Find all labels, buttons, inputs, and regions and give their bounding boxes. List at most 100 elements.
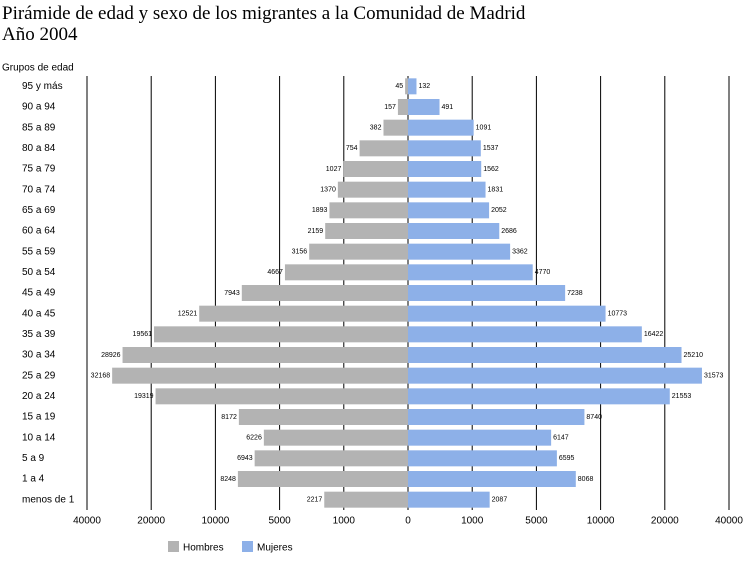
bar bbox=[324, 491, 408, 508]
bar bbox=[408, 471, 576, 487]
bar bbox=[325, 223, 408, 239]
value-label: 7238 bbox=[567, 290, 583, 297]
value-label: 1027 bbox=[326, 166, 342, 173]
value-label: 1831 bbox=[488, 187, 504, 194]
bar bbox=[254, 450, 408, 467]
value-label: 2052 bbox=[491, 207, 507, 214]
value-label: 1893 bbox=[312, 207, 328, 214]
bar bbox=[329, 202, 408, 219]
value-label: 1562 bbox=[483, 166, 499, 173]
y-tick-label: 90 a 94 bbox=[22, 102, 56, 113]
value-label: 6943 bbox=[237, 455, 253, 462]
y-tick-label: 55 a 59 bbox=[22, 246, 56, 257]
y-tick-label: 50 a 54 bbox=[22, 267, 56, 278]
bar bbox=[408, 223, 500, 239]
value-label: 45 bbox=[395, 83, 403, 90]
value-label: 382 bbox=[370, 125, 382, 132]
bar bbox=[343, 161, 408, 177]
value-label: 157 bbox=[384, 104, 396, 111]
bar bbox=[408, 243, 511, 260]
legend-swatch bbox=[168, 541, 179, 552]
x-tick-label: 0 bbox=[405, 516, 411, 527]
x-tick-label: 20000 bbox=[651, 516, 679, 527]
value-label: 491 bbox=[442, 104, 454, 111]
bar bbox=[408, 347, 682, 363]
bar bbox=[408, 367, 702, 384]
y-tick-label: 95 y más bbox=[22, 81, 63, 92]
y-tick-label: 85 a 89 bbox=[22, 122, 56, 133]
value-label: 8068 bbox=[578, 476, 594, 483]
value-label: 8172 bbox=[221, 414, 237, 421]
value-label: 754 bbox=[346, 145, 358, 152]
x-tick-label: 10000 bbox=[201, 516, 229, 527]
y-axis-label: Grupos de edad bbox=[2, 63, 74, 74]
value-label: 6147 bbox=[553, 435, 569, 442]
bar bbox=[337, 181, 408, 198]
bar bbox=[408, 388, 670, 405]
chart-title: Pirámide de edad y sexo de los migrantes… bbox=[2, 3, 526, 24]
value-label: 25210 bbox=[684, 352, 704, 359]
x-tick-label: 40000 bbox=[73, 516, 101, 527]
y-tick-label: 75 a 79 bbox=[22, 164, 56, 175]
legend-label: Hombres bbox=[183, 543, 224, 554]
bar bbox=[408, 78, 417, 95]
bar bbox=[408, 119, 474, 136]
bar bbox=[122, 347, 408, 363]
value-label: 31573 bbox=[704, 373, 724, 380]
value-label: 132 bbox=[418, 83, 430, 90]
bar bbox=[408, 326, 642, 343]
value-label: 16422 bbox=[644, 331, 664, 338]
bar bbox=[408, 99, 440, 115]
value-label: 3156 bbox=[292, 249, 308, 256]
bar bbox=[238, 409, 408, 425]
bar bbox=[112, 367, 408, 384]
bar bbox=[408, 202, 490, 219]
value-label: 12521 bbox=[178, 311, 198, 318]
x-tick-label: 1000 bbox=[461, 516, 484, 527]
y-tick-label: 40 a 45 bbox=[22, 308, 56, 319]
value-label: 10773 bbox=[608, 311, 628, 318]
value-label: 19561 bbox=[133, 331, 153, 338]
x-tick-label: 5000 bbox=[525, 516, 548, 527]
chart-subtitle: Año 2004 bbox=[2, 24, 78, 45]
x-tick-label: 40000 bbox=[715, 516, 743, 527]
x-tick-label: 20000 bbox=[137, 516, 165, 527]
bar bbox=[241, 285, 408, 301]
value-label: 2686 bbox=[501, 228, 517, 235]
value-label: 32168 bbox=[91, 373, 111, 380]
bar bbox=[309, 243, 408, 260]
y-tick-label: 65 a 69 bbox=[22, 205, 56, 216]
value-label: 19319 bbox=[134, 393, 154, 400]
bar bbox=[405, 78, 408, 95]
bar bbox=[408, 285, 566, 301]
y-tick-label: menos de 1 bbox=[22, 494, 75, 505]
bar bbox=[383, 119, 408, 136]
y-tick-label: 15 a 19 bbox=[22, 412, 56, 423]
y-tick-label: 5 a 9 bbox=[22, 453, 45, 464]
y-tick-label: 25 a 29 bbox=[22, 370, 56, 381]
bar bbox=[199, 305, 408, 322]
value-label: 4667 bbox=[267, 269, 283, 276]
value-label: 1370 bbox=[320, 187, 336, 194]
bar bbox=[408, 450, 557, 467]
y-tick-label: 35 a 39 bbox=[22, 329, 56, 340]
bar bbox=[154, 326, 408, 343]
x-tick-label: 10000 bbox=[587, 516, 615, 527]
legend-label: Mujeres bbox=[257, 543, 293, 554]
x-tick-label: 5000 bbox=[268, 516, 291, 527]
value-label: 8248 bbox=[220, 476, 236, 483]
y-tick-label: 70 a 74 bbox=[22, 184, 56, 195]
bar bbox=[408, 140, 481, 157]
value-label: 8740 bbox=[586, 414, 602, 421]
bar bbox=[263, 429, 408, 446]
value-label: 2159 bbox=[308, 228, 324, 235]
bar bbox=[408, 491, 490, 508]
y-tick-label: 10 a 14 bbox=[22, 432, 56, 443]
value-label: 6595 bbox=[559, 455, 575, 462]
value-label: 3362 bbox=[512, 249, 528, 256]
value-label: 7943 bbox=[224, 290, 240, 297]
bar bbox=[397, 99, 408, 115]
bar bbox=[237, 471, 408, 487]
bar bbox=[408, 429, 552, 446]
